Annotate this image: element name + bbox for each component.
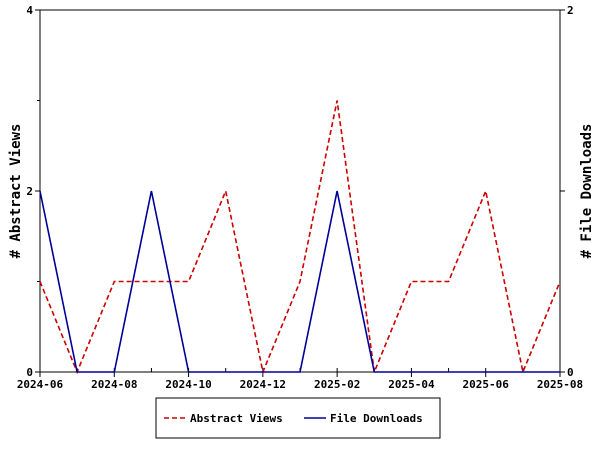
- x-tick-label: 2025-04: [388, 378, 435, 391]
- y-left-tick-label: 4: [26, 4, 33, 17]
- series-group: [40, 100, 560, 372]
- legend-label-abstract-views: Abstract Views: [190, 412, 283, 425]
- x-tick-label: 2024-06: [17, 378, 64, 391]
- x-tick-label: 2024-10: [165, 378, 211, 391]
- y-left-tick-label: 0: [26, 366, 33, 379]
- x-tick-label: 2025-02: [314, 378, 360, 391]
- series-line-abstract-views: [40, 101, 560, 373]
- y-right-tick-label: 0: [567, 366, 574, 379]
- plot-frame: [40, 10, 560, 372]
- y-left-axis-title: # Abstract Views: [8, 124, 24, 259]
- legend-group: Abstract Views File Downloads: [156, 398, 440, 438]
- labels-group: 2024-06 2024-08 2024-10 2024-12 2025-02 2025-…: [8, 4, 595, 391]
- x-tick-label: 2024-08: [91, 378, 137, 391]
- x-tick-label: 2024-12: [240, 378, 286, 391]
- legend-label-file-downloads: File Downloads: [330, 412, 423, 425]
- y-right-axis-title: # File Downloads: [579, 124, 595, 259]
- y-right-tick-label: 2: [567, 4, 574, 17]
- y-left-tick-label: 2: [26, 185, 33, 198]
- x-tick-label: 2025-06: [463, 378, 510, 391]
- x-tick-label: 2025-08: [537, 378, 583, 391]
